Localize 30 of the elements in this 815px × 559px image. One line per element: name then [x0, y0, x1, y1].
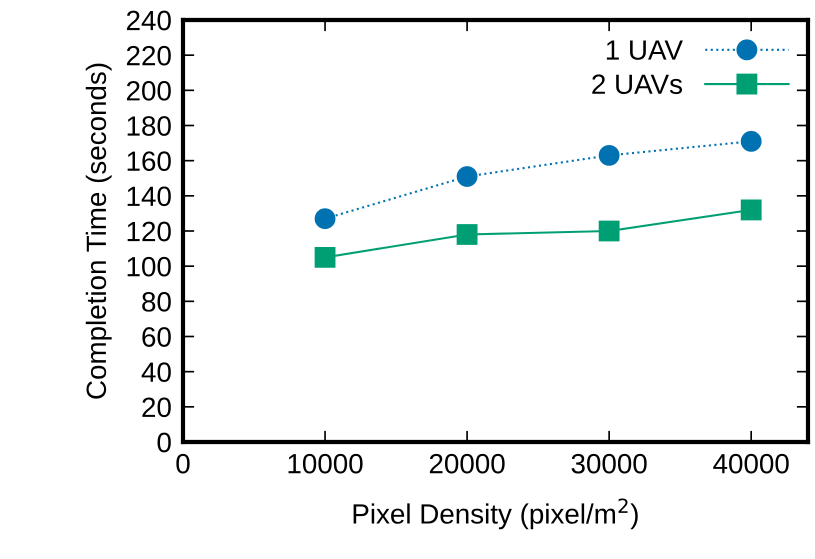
- point: [314, 246, 336, 268]
- y-tick-label: 120: [128, 222, 171, 242]
- x-tick-label: 10000: [288, 454, 363, 474]
- y-tick-label: 200: [126, 81, 171, 101]
- x-tick-label: 20000: [430, 454, 505, 474]
- point: [456, 224, 478, 245]
- y-tick-label: 100: [128, 256, 171, 277]
- y-tick-label: 160: [128, 151, 171, 172]
- point: [598, 220, 620, 242]
- legend-label: 1 UAV: [606, 40, 683, 60]
- x-tick-label: 0: [176, 454, 190, 474]
- x-tick-label: 40000: [713, 454, 789, 474]
- point: [456, 166, 478, 187]
- y-tick-label: 60: [142, 327, 171, 347]
- point: [740, 199, 762, 220]
- legend-label: 2 UAVs: [592, 74, 682, 94]
- y-tick-label: 80: [142, 292, 171, 312]
- y-axis-title: Completion Time (seconds): [86, 64, 112, 399]
- point: [598, 144, 620, 166]
- y-tick-label: 180: [128, 116, 171, 136]
- x-axis-title: Pixel Density (pixel/m$^{2}$): [354, 498, 638, 530]
- point: [314, 208, 336, 230]
- y-tick-label: 0: [158, 432, 171, 452]
- y-tick-label: 220: [126, 46, 171, 66]
- y-tick-label: 240: [126, 10, 171, 30]
- y-tick-label: 140: [128, 186, 171, 206]
- y-tick-label: 40: [142, 362, 171, 382]
- point: [740, 130, 762, 152]
- y-tick-label: 20: [142, 398, 171, 418]
- x-tick-label: 30000: [572, 454, 647, 474]
